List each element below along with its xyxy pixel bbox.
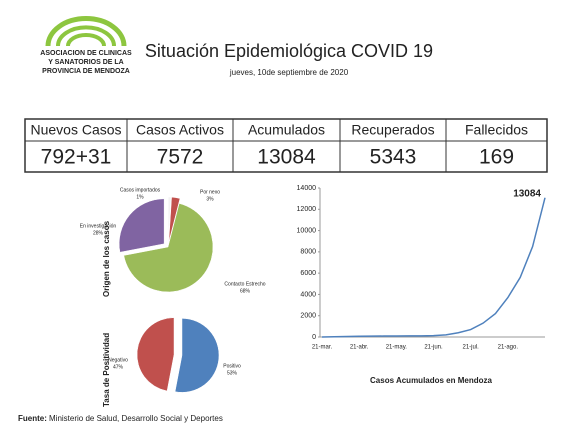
stat-value: 792+31 [41, 146, 112, 169]
y-tick-label: 6000 [300, 270, 316, 277]
slice-value: 53% [227, 370, 238, 376]
source-label: Fuente: [18, 414, 47, 423]
y-tick-label: 10000 [297, 227, 317, 234]
slice-value: 68% [240, 288, 251, 294]
stats-table [24, 118, 548, 173]
x-axis-title: Casos Acumulados en Mendoza [370, 376, 493, 385]
stat-header: Acumulados [248, 122, 325, 138]
x-tick-label: 21-jul. [462, 345, 479, 351]
data-label: 13084 [513, 188, 541, 199]
slice-label: Positivo [223, 363, 241, 369]
slice-label: Por nexo [200, 189, 220, 195]
y-tick-label: 8000 [300, 249, 316, 256]
slice-label: Casos importados [120, 187, 161, 193]
x-tick-label: 21-abr. [350, 345, 369, 351]
logo-text: ASOCIACION DE CLINICAS [40, 50, 132, 57]
x-tick-label: 21-ago. [498, 345, 519, 351]
stat-header: Recuperados [351, 122, 434, 138]
y-tick-label: 0 [312, 334, 316, 341]
logo-arc [45, 16, 127, 47]
slice-label: Contacto Estrecho [224, 281, 265, 287]
pie-slice [118, 198, 165, 253]
slice-value: 47% [113, 364, 124, 370]
stat-header: Nuevos Casos [30, 122, 121, 138]
stat-value: 169 [479, 146, 514, 169]
y-tick-label: 12000 [297, 206, 317, 213]
logo-text: Y SANATORIOS DE LA [48, 59, 123, 66]
page-date: jueves, 10de septiembre de 2020 [229, 68, 349, 77]
x-tick-label: 21-jun. [424, 345, 443, 351]
pie-slice [136, 317, 175, 392]
logo [45, 16, 127, 47]
stat-header: Fallecidos [465, 122, 528, 138]
slice-value: 3% [206, 196, 214, 202]
x-tick-label: 21-mar. [312, 345, 333, 351]
stat-value: 5343 [370, 146, 417, 169]
y-tick-label: 14000 [297, 185, 317, 192]
pie-slice [167, 196, 172, 243]
x-tick-label: 21-may. [386, 345, 408, 351]
slice-label: En investigación [80, 223, 117, 229]
logo-arc [56, 25, 116, 47]
slice-value: 28% [93, 230, 104, 236]
slice-label: Negativo [108, 357, 128, 363]
stat-value: 7572 [157, 146, 204, 169]
stat-value: 13084 [257, 146, 316, 169]
pie-slice [174, 318, 220, 393]
logo-arc [66, 33, 106, 47]
y-tick-label: 4000 [300, 291, 316, 298]
pie-title: Tasa de Positividad [102, 333, 111, 407]
line-series [321, 197, 546, 338]
pie-slice [123, 203, 214, 293]
pie-slice [168, 196, 181, 243]
logo-text: PROVINCIA DE MENDOZA [42, 68, 130, 75]
page-title: Situación Epidemiológica COVID 19 [145, 41, 433, 61]
pie-title: Origen de los casos [102, 220, 111, 297]
source: Ministerio de Salud, Desarrollo Social y… [49, 414, 223, 423]
slice-value: 1% [136, 194, 144, 200]
stat-header: Casos Activos [136, 122, 224, 138]
y-tick-label: 2000 [300, 313, 316, 320]
